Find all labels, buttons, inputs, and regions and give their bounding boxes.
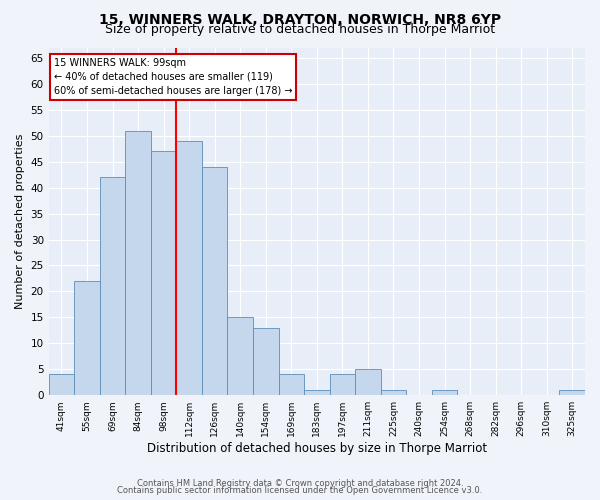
Text: Contains public sector information licensed under the Open Government Licence v3: Contains public sector information licen… — [118, 486, 482, 495]
Bar — [100, 177, 125, 395]
Text: 15 WINNERS WALK: 99sqm
← 40% of detached houses are smaller (119)
60% of semi-de: 15 WINNERS WALK: 99sqm ← 40% of detached… — [54, 58, 293, 96]
Text: Contains HM Land Registry data © Crown copyright and database right 2024.: Contains HM Land Registry data © Crown c… — [137, 478, 463, 488]
Bar — [329, 374, 355, 395]
Bar — [74, 281, 100, 395]
X-axis label: Distribution of detached houses by size in Thorpe Marriot: Distribution of detached houses by size … — [147, 442, 487, 455]
Bar — [278, 374, 304, 395]
Bar — [151, 152, 176, 395]
Text: 15, WINNERS WALK, DRAYTON, NORWICH, NR8 6YP: 15, WINNERS WALK, DRAYTON, NORWICH, NR8 … — [99, 12, 501, 26]
Bar — [125, 130, 151, 395]
Bar — [304, 390, 329, 395]
Bar — [355, 370, 380, 395]
Bar — [227, 318, 253, 395]
Bar — [253, 328, 278, 395]
Bar — [559, 390, 585, 395]
Bar — [380, 390, 406, 395]
Bar — [432, 390, 457, 395]
Bar — [49, 374, 74, 395]
Bar — [202, 167, 227, 395]
Bar — [176, 141, 202, 395]
Text: Size of property relative to detached houses in Thorpe Marriot: Size of property relative to detached ho… — [105, 22, 495, 36]
Y-axis label: Number of detached properties: Number of detached properties — [15, 134, 25, 309]
